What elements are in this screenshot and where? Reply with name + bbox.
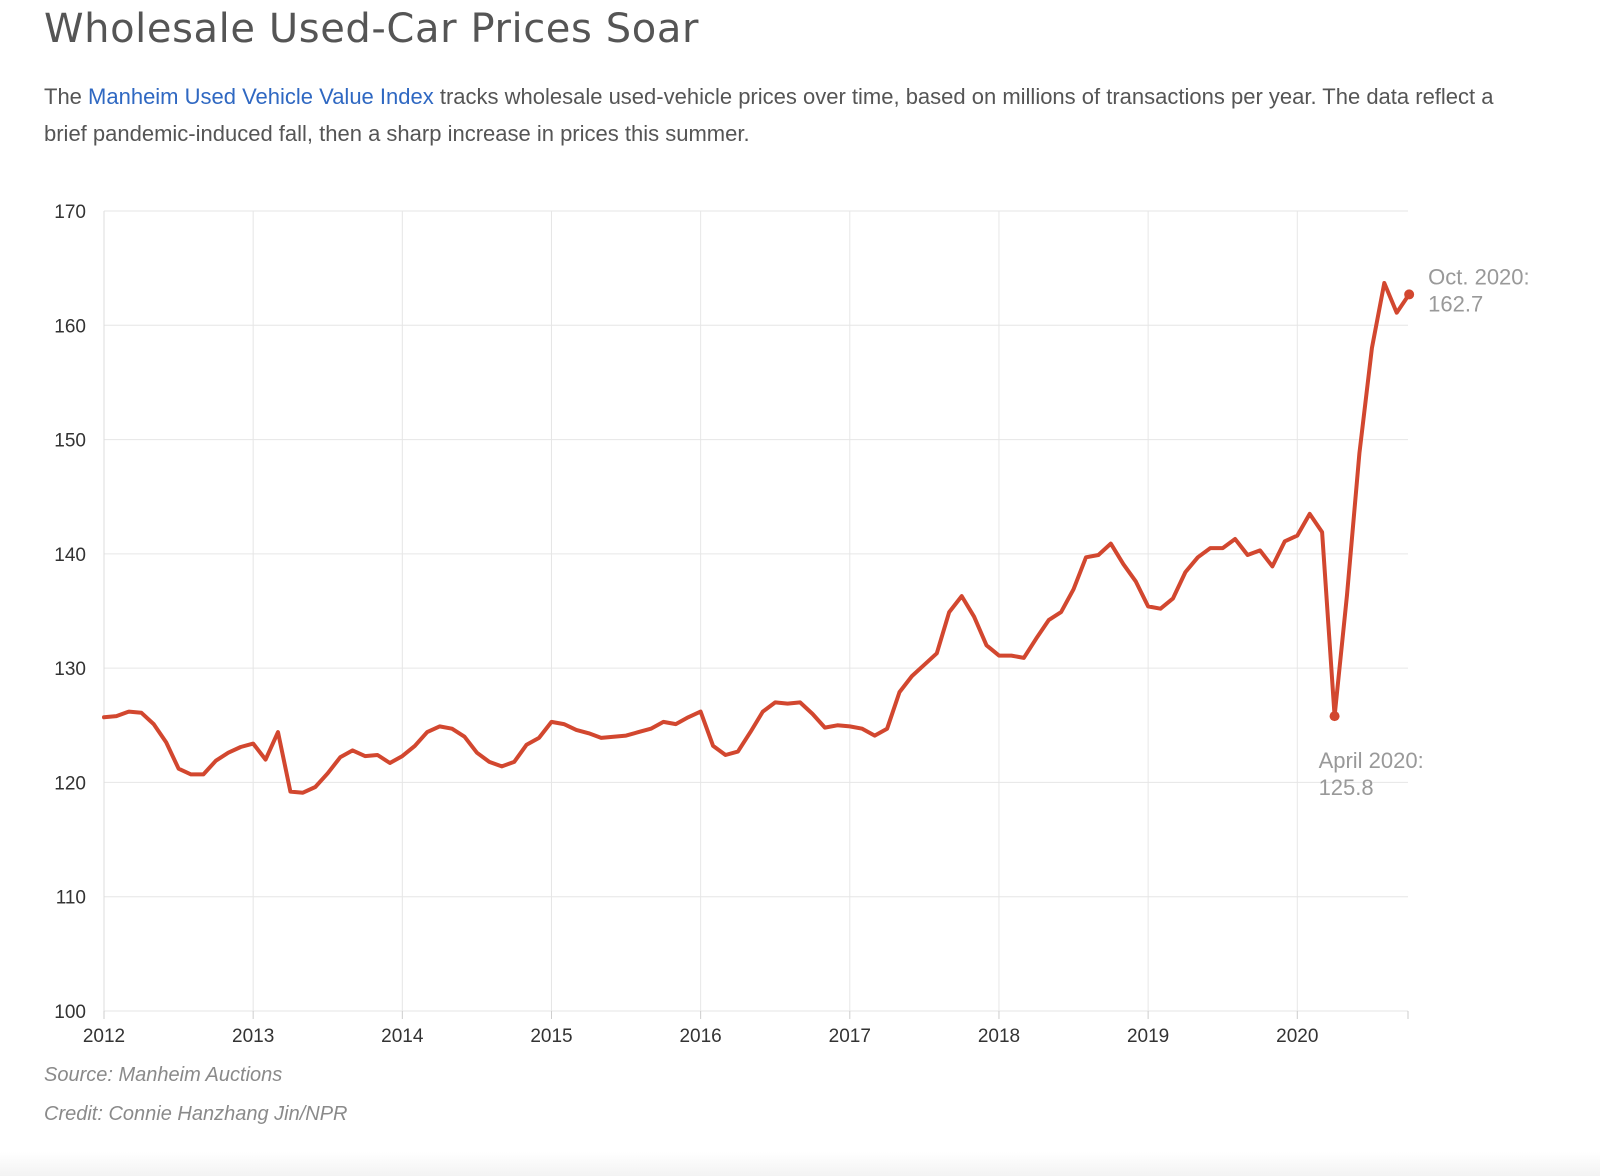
credit-note: Credit: Connie Hanzhang Jin/NPR: [44, 1103, 348, 1125]
y-tick-label-150: 150: [54, 431, 86, 452]
y-tick-label-100: 100: [54, 1002, 86, 1023]
source-note: Source: Manheim Auctions: [44, 1064, 283, 1086]
x-tick-label-2019: 2019: [1127, 1026, 1169, 1047]
bottom-shade: [0, 1152, 1600, 1176]
x-tick-label-2013: 2013: [232, 1026, 274, 1047]
x-tick-label-2016: 2016: [679, 1026, 721, 1047]
x-tick-label-2017: 2017: [829, 1026, 871, 1047]
x-tick-label-2014: 2014: [381, 1026, 424, 1047]
series-line: [102, 281, 1412, 795]
description-prefix: The: [44, 84, 89, 109]
y-tick-label-130: 130: [54, 659, 86, 680]
x-tick-labels: 2012 2013 2014 2015 2016 2017 2018 2019 2020: [83, 1026, 1319, 1047]
annotation-label-0: April 2020:: [1319, 748, 1424, 773]
y-tick-label-110: 110: [56, 888, 86, 909]
annotation-point-0: [1329, 711, 1340, 722]
y-tick-label-160: 160: [54, 316, 86, 337]
x-tick-label-2018: 2018: [978, 1026, 1020, 1047]
annotation-value-0: 125.8: [1319, 775, 1374, 800]
x-tick-label-2015: 2015: [530, 1026, 572, 1047]
y-tick-labels: 100 110 120 130 140 150 160 170: [54, 202, 86, 1023]
y-tick-label-170: 170: [54, 202, 86, 223]
x-gridlines: [103, 211, 1409, 1019]
series-group: [102, 281, 1412, 795]
chart-title: Wholesale Used-Car Prices Soar: [44, 6, 699, 52]
annotation-point-1: [1404, 289, 1415, 300]
description-suffix: tracks wholesale used-vehicle prices ove…: [44, 84, 1494, 146]
annotation-label-1: Oct. 2020:: [1428, 264, 1530, 289]
x-tick-label-2020: 2020: [1276, 1026, 1318, 1047]
y-tick-label-140: 140: [54, 545, 86, 566]
y-tick-label-120: 120: [54, 773, 86, 794]
y-gridlines: [104, 210, 1408, 1012]
x-tick-label-2012: 2012: [83, 1026, 125, 1047]
manheim-index-link[interactable]: Manheim Used Vehicle Value Index: [88, 84, 434, 109]
annotations-group: April 2020:125.8 Oct. 2020:162.7: [1319, 264, 1530, 800]
annotation-value-1: 162.7: [1428, 291, 1483, 316]
chart-description: The Manheim Used Vehicle Value Index tra…: [44, 78, 1524, 152]
